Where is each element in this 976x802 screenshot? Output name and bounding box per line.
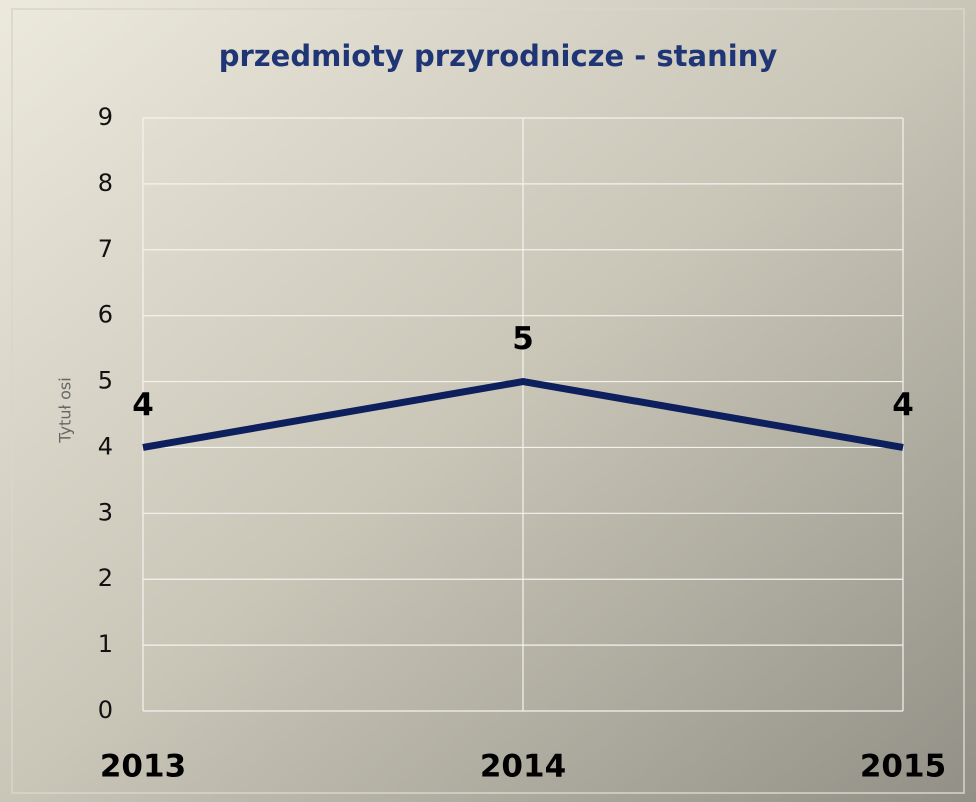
chart-title: przedmioty przyrodnicze - staniny	[219, 39, 778, 73]
y-tick-label: 1	[98, 630, 113, 658]
y-tick-label: 7	[98, 235, 113, 263]
data-label: 4	[132, 387, 154, 423]
y-tick-label: 2	[98, 564, 113, 592]
y-tick-label: 9	[98, 103, 113, 131]
data-label: 5	[512, 321, 534, 357]
y-tick-label: 6	[98, 301, 113, 329]
data-label: 4	[892, 387, 914, 423]
y-tick-label: 3	[98, 498, 113, 526]
x-tick-label: 2013	[100, 749, 186, 785]
x-tick-label: 2015	[860, 749, 946, 785]
y-axis-title: Tytuł osi	[56, 377, 75, 443]
y-tick-label: 8	[98, 169, 113, 197]
chart-border	[11, 8, 965, 794]
x-tick-label: 2014	[480, 749, 566, 785]
y-tick-label: 0	[98, 696, 113, 724]
y-tick-label: 5	[98, 367, 113, 395]
y-tick-label: 4	[98, 432, 113, 460]
line-series	[142, 378, 904, 451]
